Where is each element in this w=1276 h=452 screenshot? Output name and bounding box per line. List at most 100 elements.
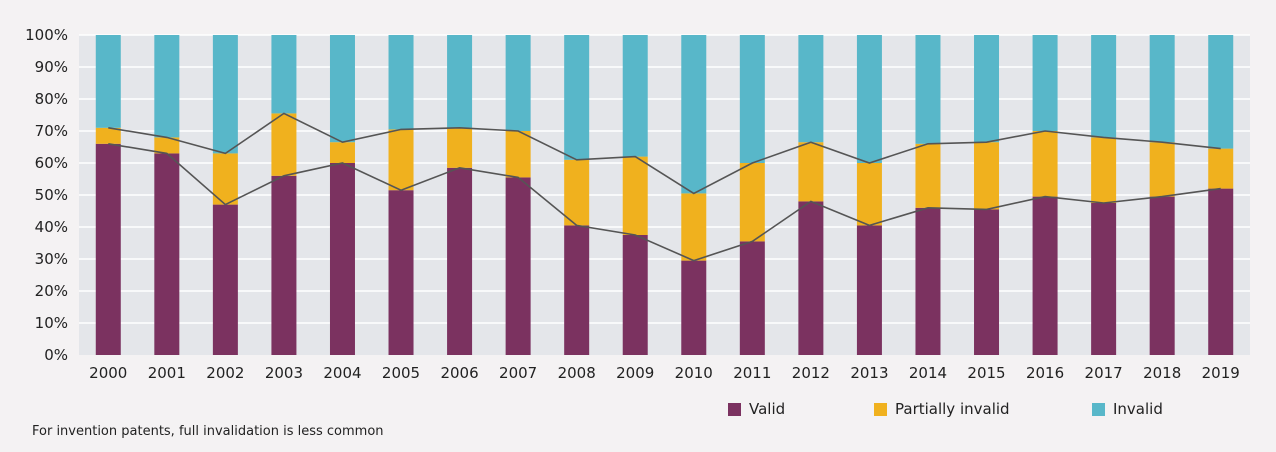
bar-invalid-2002 xyxy=(212,35,238,154)
bar-partially-invalid-2011 xyxy=(739,163,765,242)
bar-valid-2002 xyxy=(212,204,238,355)
y-tick-label: 70% xyxy=(35,122,68,140)
bar-valid-2003 xyxy=(271,175,297,355)
x-tick-label: 2007 xyxy=(499,364,537,382)
bar-invalid-2000 xyxy=(95,35,121,128)
bar-invalid-2019 xyxy=(1208,35,1234,149)
legend-item-invalid: Invalid xyxy=(1092,398,1163,420)
bar-valid-2017 xyxy=(1091,203,1117,355)
bar-valid-2008 xyxy=(564,225,590,355)
bar-invalid-2017 xyxy=(1091,35,1117,138)
x-tick-label: 2017 xyxy=(1085,364,1123,382)
bar-partially-invalid-2005 xyxy=(388,129,414,191)
bar-invalid-2007 xyxy=(505,35,531,131)
x-tick-label: 2001 xyxy=(148,364,186,382)
bar-partially-invalid-2007 xyxy=(505,131,531,178)
bar-invalid-2012 xyxy=(798,35,824,143)
bar-valid-2007 xyxy=(505,177,531,355)
bar-invalid-2015 xyxy=(974,35,1000,143)
x-tick-label: 2003 xyxy=(265,364,303,382)
x-tick-label: 2002 xyxy=(206,364,244,382)
legend-label-invalid: Invalid xyxy=(1113,400,1163,418)
stacked-bar-chart: 0% 10% 20% 30% 40% 50% 60% 70% 80% 90% 100% 2000 200… xyxy=(25,26,1250,382)
bar-partially-invalid-2015 xyxy=(974,142,1000,210)
legend-swatch-invalid xyxy=(1092,402,1105,416)
bar-partially-invalid-2010 xyxy=(681,193,707,261)
bar-valid-2004 xyxy=(329,163,355,355)
bar-invalid-2005 xyxy=(388,35,414,130)
x-tick-label: 2004 xyxy=(323,364,361,382)
bar-valid-2019 xyxy=(1208,188,1234,355)
bar-valid-2018 xyxy=(1149,196,1175,355)
bar-invalid-2013 xyxy=(856,35,882,163)
bar-invalid-2018 xyxy=(1149,35,1175,143)
legend-swatch-partially-invalid xyxy=(874,402,887,416)
x-tick-label: 2005 xyxy=(382,364,420,382)
bar-invalid-2014 xyxy=(915,35,941,144)
y-tick-label: 90% xyxy=(35,58,68,76)
x-tick-label: 2018 xyxy=(1143,364,1181,382)
bar-valid-2011 xyxy=(739,241,765,355)
connector-line-2 xyxy=(108,112,1221,195)
x-tick-label: 2016 xyxy=(1026,364,1064,382)
x-tick-label: 2014 xyxy=(909,364,947,382)
y-tick-label: 50% xyxy=(35,186,68,204)
bar-partially-invalid-2016 xyxy=(1032,131,1058,197)
bar-valid-2000 xyxy=(95,143,121,355)
bar-partially-invalid-2000 xyxy=(95,127,121,144)
y-tick-label: 100% xyxy=(25,26,68,44)
y-tick-label: 10% xyxy=(35,314,68,332)
bar-valid-2006 xyxy=(447,167,473,355)
legend-label-valid: Valid xyxy=(749,400,786,418)
x-tick-label: 2010 xyxy=(675,364,713,382)
bar-partially-invalid-2002 xyxy=(212,153,238,205)
x-tick-label: 2008 xyxy=(558,364,596,382)
x-tick-label: 2009 xyxy=(616,364,654,382)
bar-partially-invalid-2003 xyxy=(271,113,297,176)
x-tick-label: 2012 xyxy=(792,364,830,382)
y-tick-label: 40% xyxy=(35,218,68,236)
legend-item-partially-invalid: Partially invalid xyxy=(874,398,1010,420)
bar-valid-2013 xyxy=(856,225,882,355)
x-tick-label: 2000 xyxy=(89,364,127,382)
x-tick-label: 2015 xyxy=(967,364,1005,382)
y-tick-label: 20% xyxy=(35,282,68,300)
bar-invalid-2004 xyxy=(329,35,355,143)
legend-item-valid: Valid xyxy=(728,398,785,420)
bar-valid-2014 xyxy=(915,207,941,355)
bar-valid-2016 xyxy=(1032,196,1058,355)
x-tick-label: 2019 xyxy=(1202,364,1240,382)
x-tick-label: 2011 xyxy=(733,364,771,382)
bar-partially-invalid-2019 xyxy=(1208,148,1234,189)
bar-invalid-2016 xyxy=(1032,35,1058,131)
bar-partially-invalid-2017 xyxy=(1091,137,1117,203)
bar-valid-2005 xyxy=(388,190,414,355)
legend: Valid Partially invalid Invalid xyxy=(0,398,1276,420)
y-tick-label: 0% xyxy=(44,346,68,364)
bar-partially-invalid-2014 xyxy=(915,143,941,208)
bar-partially-invalid-2008 xyxy=(564,159,590,226)
y-tick-label: 30% xyxy=(35,250,68,268)
bar-partially-invalid-2012 xyxy=(798,142,824,202)
x-tick-label: 2013 xyxy=(850,364,888,382)
bar-invalid-2010 xyxy=(681,35,707,194)
legend-label-partially-invalid: Partially invalid xyxy=(895,400,1010,418)
bar-invalid-2006 xyxy=(447,35,473,128)
chart-caption: For invention patents, full invalidation… xyxy=(32,424,384,439)
bar-valid-2015 xyxy=(974,209,1000,355)
bar-valid-2012 xyxy=(798,201,824,355)
bar-partially-invalid-2004 xyxy=(329,142,355,163)
legend-swatch-valid xyxy=(728,402,741,416)
bar-invalid-2008 xyxy=(564,35,590,160)
bar-partially-invalid-2013 xyxy=(856,163,882,226)
connector-line-1 xyxy=(108,143,1221,262)
bar-valid-2010 xyxy=(681,260,707,355)
bar-partially-invalid-2018 xyxy=(1149,142,1175,197)
bar-invalid-2009 xyxy=(622,35,648,157)
y-tick-label: 80% xyxy=(35,90,68,108)
bar-partially-invalid-2006 xyxy=(447,127,473,168)
bar-valid-2009 xyxy=(622,235,648,355)
y-tick-label: 60% xyxy=(35,154,68,172)
bar-invalid-2001 xyxy=(154,35,180,138)
